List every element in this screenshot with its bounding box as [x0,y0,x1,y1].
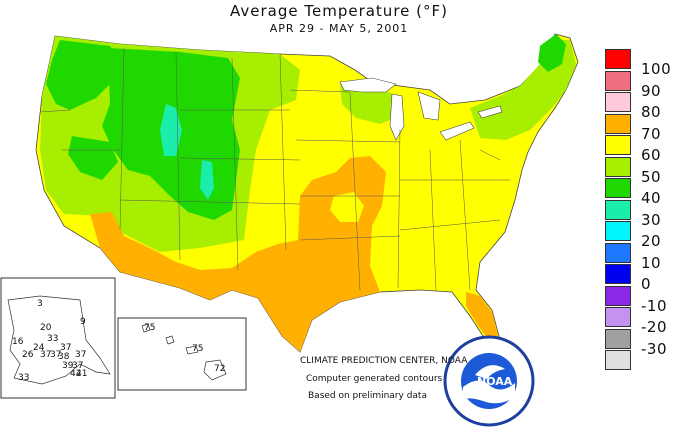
alaska-value: 33 [18,373,30,383]
zone-30-40-montana [160,104,182,156]
alaska-value: 24 [33,343,45,353]
legend-swatch [605,350,631,370]
legend-row: -20 [605,307,675,336]
zone-40-50-nevada [68,136,118,180]
alaska-value: 26 [22,350,34,360]
legend-row: 60 [605,135,675,164]
legend-label: -10 [641,296,667,315]
alaska-outline [7,295,111,385]
temperature-legend: 100 90 80 70 60 50 40 30 20 10 0 -10 -20 -30 [605,49,675,372]
alaska-value: 9 [80,317,86,327]
legend-swatch [605,113,631,134]
zone-40-50-northwest [46,40,120,110]
legend-row: 40 [605,178,675,207]
legend-row: 30 [605,199,675,229]
map-date-range: APR 29 - MAY 5, 2001 [269,22,409,35]
credit-line-3: Based on preliminary data [308,391,427,401]
legend-swatch [605,70,631,91]
legend-row: 80 [605,92,675,121]
legend-row [605,350,675,372]
alaska-value: 42 [70,369,82,379]
alaska-value: 20 [40,323,52,333]
legend-swatch [605,49,631,69]
legend-swatch [605,178,631,198]
legend-label: 80 [641,103,662,121]
alaska-value: 37 [60,343,72,353]
legend-label: -30 [641,339,667,358]
lake-superior [339,77,397,93]
legend-label: 70 [641,124,662,143]
legend-swatch [605,221,631,241]
legend-swatch [605,156,631,177]
legend-swatch [605,135,631,155]
hawaii-value: 72 [214,364,226,374]
alaska-value: 33 [47,334,59,344]
alaska-value: 3 [37,299,43,309]
lake-huron [417,91,441,121]
legend-label: 10 [641,253,662,272]
legend-swatch [605,285,631,306]
legend-row: 100 [605,49,675,78]
alaska-value: 41 [76,369,88,379]
credit-line-1: CLIMATE PREDICTION CENTER, NOAA [300,356,468,366]
legend-label: 30 [641,210,662,229]
legend-swatch [605,264,631,284]
legend-label: 60 [641,146,662,164]
alaska-value: 37 [40,350,52,360]
legend-row: 70 [605,113,675,143]
zone-70-80-florida [466,292,498,346]
legend-label: 20 [641,232,662,250]
legend-swatch [605,242,631,263]
legend-row: 10 [605,242,675,272]
state-borders [39,47,510,291]
legend-swatch [605,92,631,112]
alaska-value: 16 [12,337,24,347]
credit-line-2: Computer generated contours [306,374,443,384]
legend-row: 90 [605,70,675,100]
lake-ontario [477,105,503,119]
legend-row: -10 [605,285,675,315]
zone-30-40-colorado [200,160,214,200]
hawaii-inset-frame [117,317,247,391]
alaska-value: 39 [62,361,74,371]
zone-70-80-southwest [90,156,386,352]
hawaii-islands [141,323,227,381]
legend-swatch [605,328,631,349]
legend-row: -30 [605,328,675,358]
lake-erie [439,121,475,141]
alaska-value: 38 [58,352,70,362]
hawaii-value: 75 [144,323,156,333]
legend-label: -20 [641,318,667,336]
legend-label: 0 [641,275,652,293]
legend-swatch [605,199,631,220]
zone-40-50-north-ne [538,34,566,72]
zone-50-60-great-lakes [340,84,400,124]
alaska-value: 37 [72,361,84,371]
legend-label: 40 [641,189,662,207]
legend-label: 50 [641,167,662,186]
legend-row: 20 [605,221,675,250]
legend-label: 90 [641,81,662,100]
alaska-value: 37 [75,350,87,360]
map-title: Average Temperature (°F) [230,2,448,20]
legend-row: 50 [605,156,675,186]
legend-label: 100 [641,60,672,78]
hawaii-value: 75 [192,344,204,354]
noaa-logo [443,335,535,427]
legend-swatch [605,307,631,327]
alaska-value: 37 [50,350,62,360]
noaa-logo-text: NOAA [477,375,513,388]
legend-row: 0 [605,264,675,293]
